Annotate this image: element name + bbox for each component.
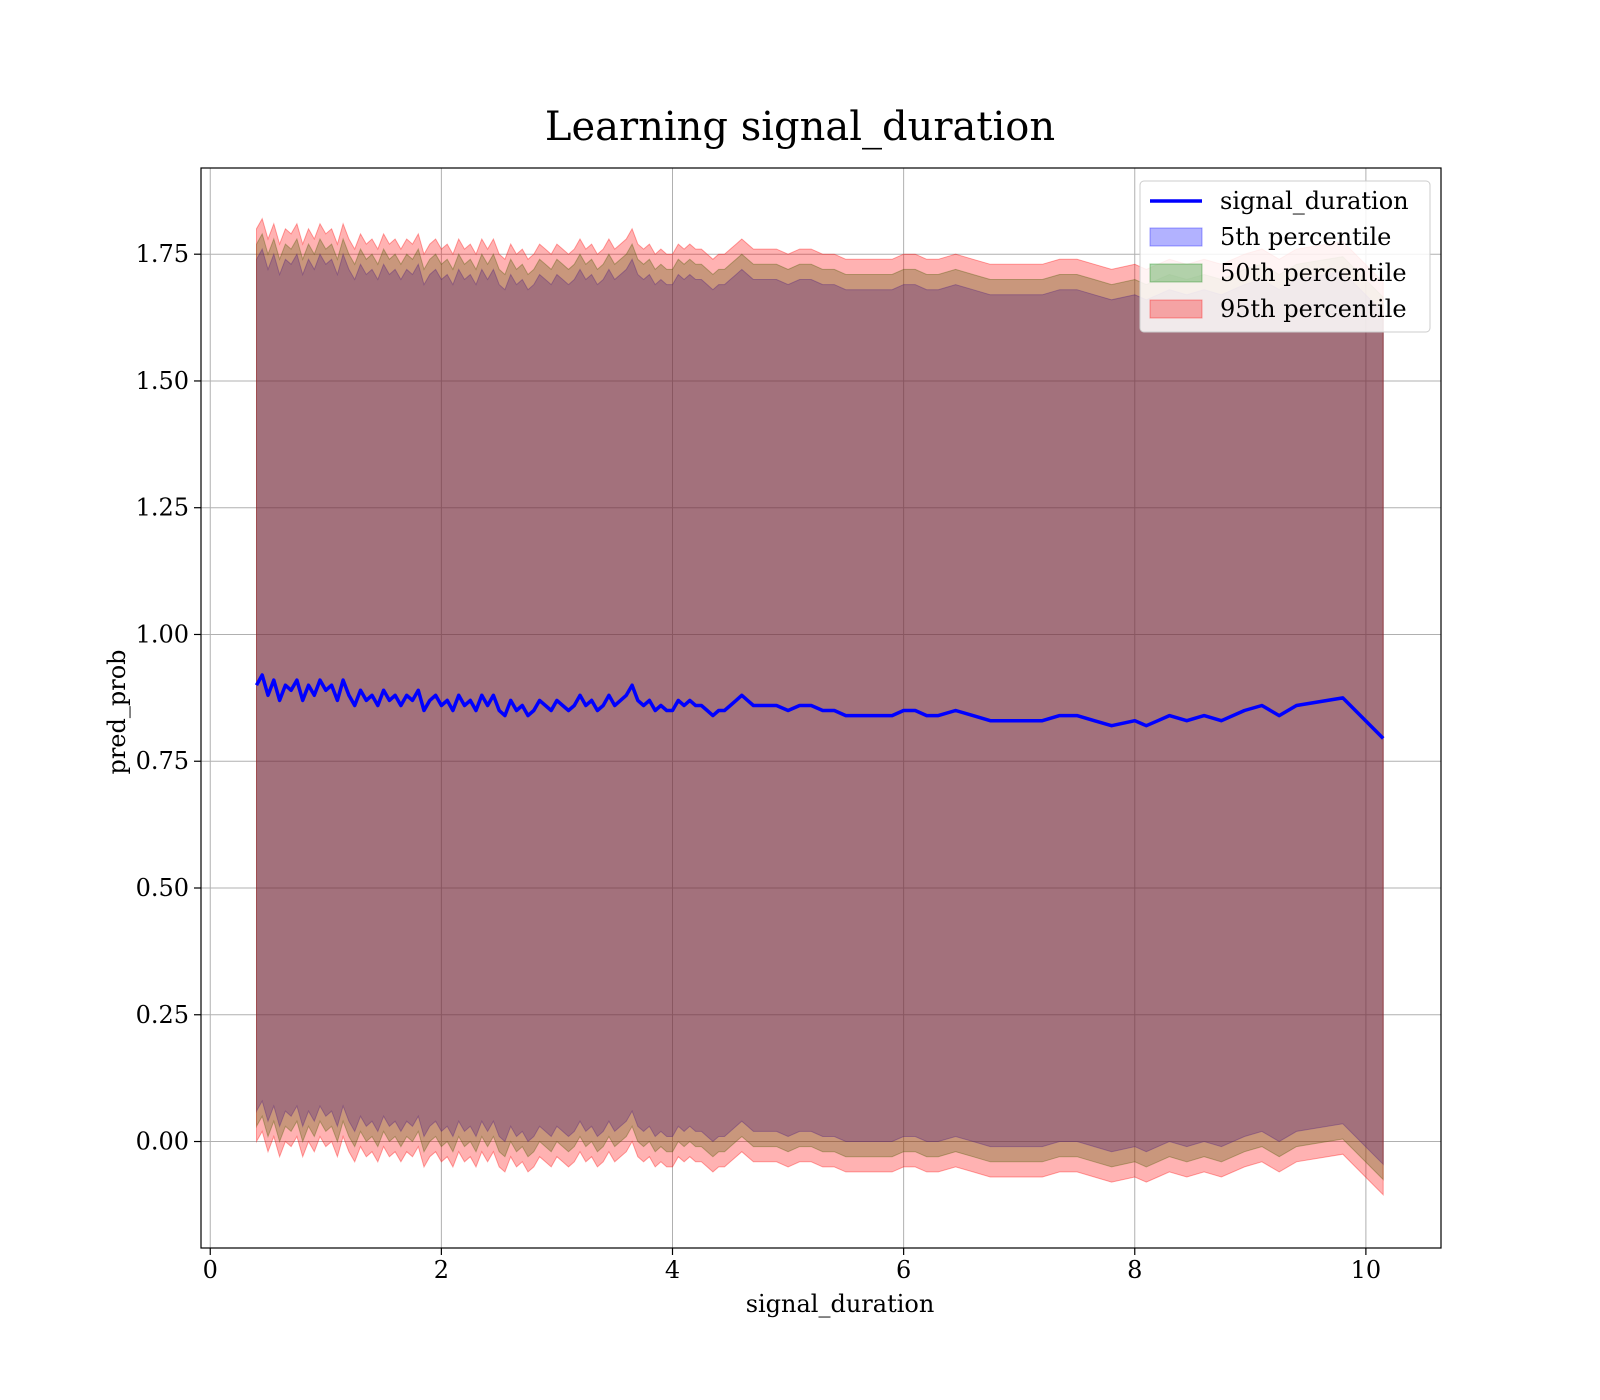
y-tick-label: 0.00 (136, 1128, 189, 1156)
legend-fill-swatch (1149, 299, 1203, 319)
legend-label: 50th percentile (1220, 259, 1407, 287)
chart-title: Learning signal_duration (544, 104, 1056, 150)
y-tick-label: 0.75 (136, 747, 189, 775)
x-tick-label: 10 (1351, 1256, 1382, 1284)
y-tick-label: 1.25 (136, 494, 189, 522)
axes-frame (200, 167, 1442, 1249)
y-tick-label: 1.00 (136, 620, 189, 648)
x-tick-label: 0 (203, 1256, 218, 1284)
legend-label: signal_duration (1220, 187, 1409, 215)
x-tick-label: 8 (1127, 1256, 1142, 1284)
y-tick-label: 1.75 (136, 240, 189, 268)
x-axis-label: signal_duration (745, 1290, 935, 1318)
band-95th-percentile (256, 217, 1384, 1197)
band-50th-percentile (256, 232, 1384, 1181)
legend-label: 5th percentile (1220, 223, 1391, 251)
series-line-signal-duration (254, 673, 1385, 740)
x-tick-label: 2 (434, 1256, 449, 1284)
y-tick-label: 0.50 (136, 874, 189, 902)
legend-fill-swatch (1149, 263, 1203, 283)
band-5th-percentile (256, 247, 1384, 1166)
x-tick-label: 4 (665, 1256, 680, 1284)
legend-box (1139, 180, 1431, 333)
legend-label: 95th percentile (1220, 295, 1407, 323)
y-tick-label: 0.25 (136, 1001, 189, 1029)
y-axis-label: pred_prob (103, 649, 131, 775)
x-tick-label: 6 (896, 1256, 911, 1284)
legend-fill-swatch (1149, 227, 1203, 247)
y-tick-label: 1.50 (136, 367, 189, 395)
